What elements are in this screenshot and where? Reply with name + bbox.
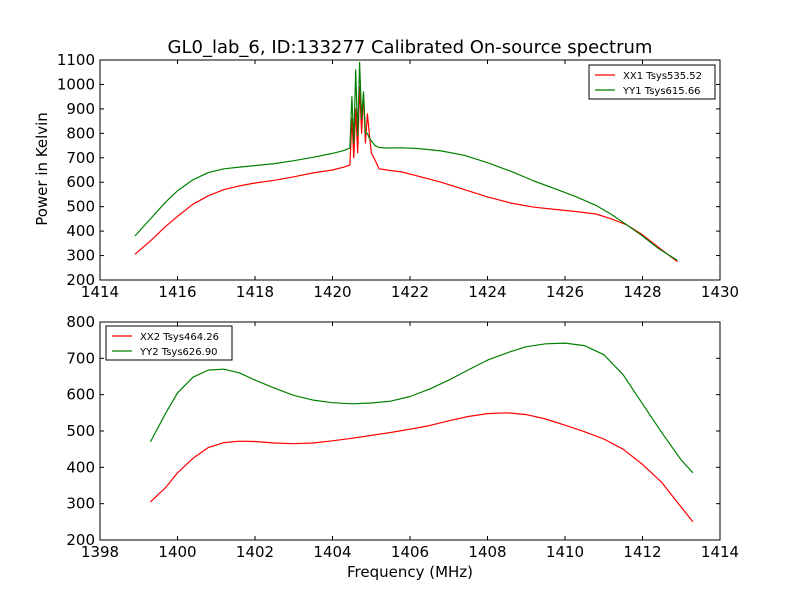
bottom-y-tick-label: 800 bbox=[66, 313, 95, 331]
top-legend: XX1 Tsys535.52 YY1 Tsys615.66 bbox=[588, 64, 716, 100]
bottom-series-yy2-line bbox=[149, 342, 694, 474]
bottom-x-tick-label: 1398 bbox=[81, 543, 119, 561]
top-x-tick-label: 1414 bbox=[81, 283, 119, 301]
top-y-tick-label: 300 bbox=[66, 247, 95, 265]
top-series-yy1-line bbox=[134, 61, 678, 261]
y-axis-label-top: Power in Kelvin bbox=[33, 112, 51, 226]
top-legend-label: XX1 Tsys535.52 bbox=[623, 71, 702, 82]
top-x-tick-label: 1428 bbox=[623, 283, 661, 301]
top-legend-box bbox=[588, 64, 716, 100]
bottom-x-tick-label: 1412 bbox=[623, 543, 661, 561]
bottom-x-tick-label: 1408 bbox=[468, 543, 506, 561]
top-y-tick-label: 600 bbox=[66, 173, 95, 191]
top-y-tick-label: 200 bbox=[66, 271, 95, 289]
top-legend-label: YY1 Tsys615.66 bbox=[622, 86, 701, 97]
bottom-y-tick-label: 400 bbox=[66, 458, 95, 476]
bottom-series-xx2-line bbox=[149, 412, 694, 523]
top-y-tick-label: 400 bbox=[66, 222, 95, 240]
chart-title: GL0_lab_6, ID:133277 Calibrated On-sourc… bbox=[168, 37, 653, 58]
top-y-tick-label: 700 bbox=[66, 149, 95, 167]
top-y-tick-label: 1100 bbox=[57, 51, 95, 69]
bottom-x-tick-label: 1414 bbox=[701, 543, 739, 561]
top-x-tick-label: 1418 bbox=[236, 283, 274, 301]
bottom-y-tick-label: 200 bbox=[66, 531, 95, 549]
top-x-tick-label: 1420 bbox=[313, 283, 351, 301]
bottom-legend-label: YY2 Tsys626.90 bbox=[139, 347, 218, 358]
top-y-tick-label: 500 bbox=[66, 198, 95, 216]
bottom-legend-label: XX2 Tsys464.26 bbox=[140, 332, 219, 343]
bottom-y-tick-label: 600 bbox=[66, 386, 95, 404]
bottom-y-tick-label: 500 bbox=[66, 422, 95, 440]
bottom-axes: 1398 1400 1402 1404 1406 1408 1410 1412 1414 200 3… bbox=[66, 313, 739, 561]
bottom-legend: XX2 Tsys464.26 YY2 Tsys626.90 bbox=[105, 325, 233, 361]
bottom-x-tick-label: 1404 bbox=[313, 543, 351, 561]
bottom-x-tick-label: 1400 bbox=[158, 543, 196, 561]
top-x-tick-label: 1422 bbox=[391, 283, 429, 301]
top-y-tick-label: 900 bbox=[66, 100, 95, 118]
top-axes: 1414 1416 1418 1420 1422 1424 1426 1428 1430 200 3… bbox=[57, 51, 739, 301]
top-x-tick-label: 1416 bbox=[158, 283, 196, 301]
bottom-x-tick-label: 1410 bbox=[546, 543, 584, 561]
bottom-x-tick-label: 1406 bbox=[391, 543, 429, 561]
top-x-tick-label: 1426 bbox=[546, 283, 584, 301]
bottom-y-tick-label: 700 bbox=[66, 349, 95, 367]
top-y-tick-label: 1000 bbox=[57, 75, 95, 93]
top-y-tick-label: 800 bbox=[66, 124, 95, 142]
x-axis-label-bottom: Frequency (MHz) bbox=[347, 563, 473, 581]
top-x-tick-label: 1424 bbox=[468, 283, 506, 301]
top-x-tick-label: 1430 bbox=[701, 283, 739, 301]
bottom-y-tick-label: 300 bbox=[66, 495, 95, 513]
bottom-legend-box bbox=[105, 325, 233, 361]
bottom-x-tick-label: 1402 bbox=[236, 543, 274, 561]
